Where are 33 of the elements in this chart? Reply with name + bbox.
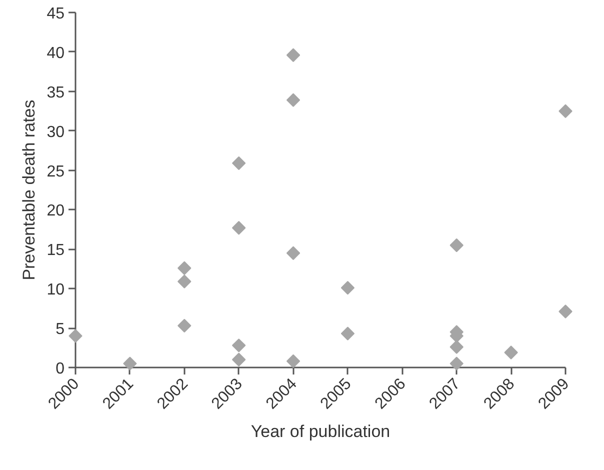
point [286, 354, 300, 368]
point [450, 238, 464, 252]
point [558, 304, 572, 318]
point [68, 329, 82, 343]
y-tick-label: 25 [46, 163, 65, 180]
point [450, 340, 464, 354]
y-tick-label: 15 [46, 242, 65, 260]
y-axis-title: Preventable death rates [20, 100, 39, 280]
y-tick-label: 5 [56, 321, 65, 338]
point [123, 356, 137, 370]
y-tick-label: 30 [46, 124, 65, 141]
y-tick-label: 0 [56, 360, 65, 378]
y-tick-label: 45 [46, 6, 65, 22]
point [232, 221, 246, 235]
point [178, 261, 192, 275]
y-tick-label: 35 [46, 84, 65, 102]
point [286, 93, 300, 107]
point [450, 356, 464, 370]
x-axis-title: Year of publication [250, 422, 390, 442]
point [286, 246, 300, 260]
point [178, 318, 192, 333]
point [178, 274, 192, 288]
point [232, 338, 246, 352]
point [504, 346, 518, 360]
point [232, 352, 246, 366]
y-tick-label: 40 [46, 44, 65, 62]
point [340, 326, 355, 340]
point [340, 280, 355, 295]
y-tick-label: 20 [46, 202, 65, 220]
point [232, 156, 246, 170]
y-tick-label: 10 [46, 282, 65, 299]
point [558, 104, 572, 118]
point [286, 48, 300, 62]
